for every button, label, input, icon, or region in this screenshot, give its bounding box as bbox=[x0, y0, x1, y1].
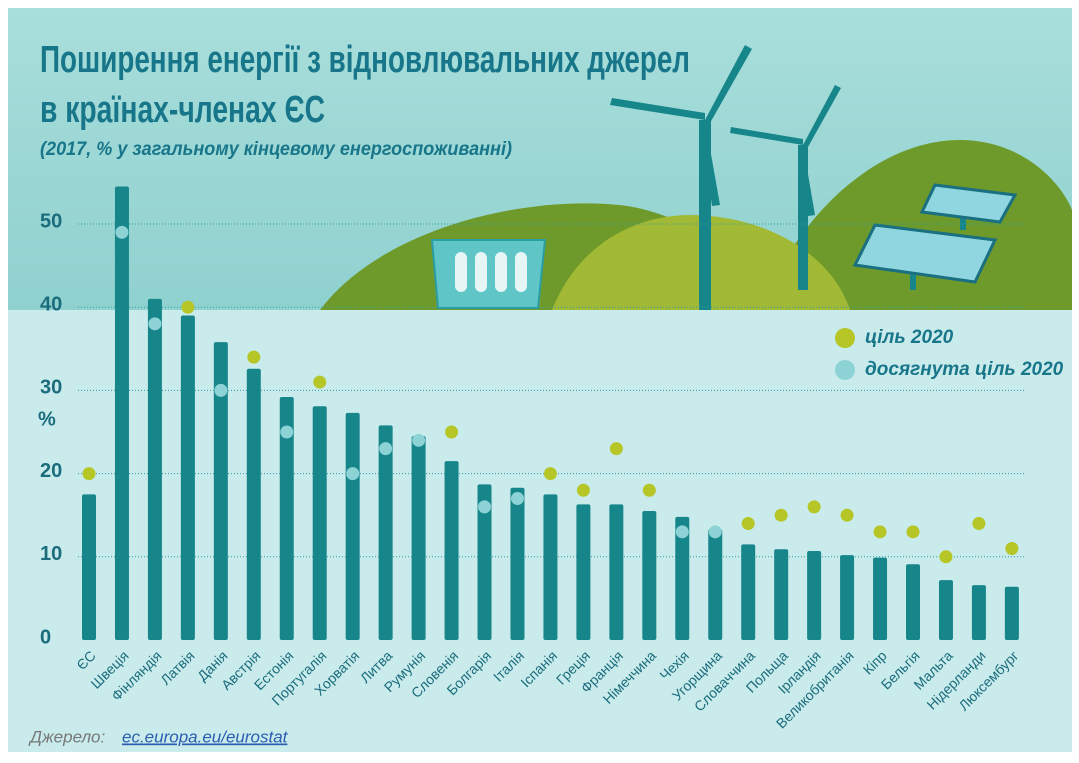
target-dot bbox=[775, 509, 788, 522]
target-dot bbox=[83, 467, 96, 480]
target-dot bbox=[808, 500, 821, 513]
bar bbox=[741, 544, 755, 640]
target-dot bbox=[346, 467, 359, 480]
target-dot bbox=[939, 550, 952, 563]
bar bbox=[148, 299, 162, 640]
target-dot bbox=[577, 484, 590, 497]
chart-subtitle: (2017, % у загальному кінцевому енергосп… bbox=[40, 139, 512, 160]
bar bbox=[181, 316, 195, 640]
bar bbox=[510, 488, 524, 640]
target-dot bbox=[709, 525, 722, 538]
target-dot bbox=[478, 500, 491, 513]
target-dot bbox=[676, 525, 689, 538]
y-tick-label: 20 bbox=[40, 460, 62, 482]
target-dot bbox=[280, 426, 293, 439]
bar bbox=[939, 580, 953, 640]
chart-title: Поширення енергії з відновлювальних джер… bbox=[40, 39, 690, 81]
bar bbox=[247, 369, 261, 640]
target-dot bbox=[610, 442, 623, 455]
bar bbox=[609, 504, 623, 640]
chart: Поширення енергії з відновлювальних джер… bbox=[0, 0, 1079, 758]
source-link[interactable]: ec.europa.eu/eurostat bbox=[122, 727, 289, 746]
bar bbox=[412, 436, 426, 640]
chart-title: в країнах-членах ЄС bbox=[40, 89, 325, 131]
legend-label: досягнута ціль 2020 bbox=[865, 359, 1064, 380]
target-dot bbox=[148, 317, 161, 330]
target-dot bbox=[181, 301, 194, 314]
bar bbox=[972, 585, 986, 640]
target-dot bbox=[907, 525, 920, 538]
legend-marker bbox=[835, 360, 855, 380]
target-dot bbox=[544, 467, 557, 480]
bar bbox=[906, 564, 920, 640]
bar bbox=[445, 461, 459, 640]
bar bbox=[1005, 587, 1019, 640]
bar bbox=[807, 551, 821, 640]
target-dot bbox=[874, 525, 887, 538]
target-dot bbox=[247, 351, 260, 364]
bar bbox=[543, 494, 557, 640]
source-label: Джерело: bbox=[28, 727, 106, 746]
target-dot bbox=[742, 517, 755, 530]
bar bbox=[379, 425, 393, 640]
bar bbox=[873, 558, 887, 640]
target-dot bbox=[214, 384, 227, 397]
y-tick-label: 30 bbox=[40, 377, 62, 399]
target-dot bbox=[1005, 542, 1018, 555]
target-dot bbox=[313, 376, 326, 389]
target-dot bbox=[379, 442, 392, 455]
bar bbox=[313, 406, 327, 640]
y-tick-label: 0 bbox=[40, 626, 51, 648]
y-tick-label: 40 bbox=[40, 293, 62, 315]
legend-marker bbox=[835, 328, 855, 348]
target-dot bbox=[445, 426, 458, 439]
y-tick-label: 50 bbox=[40, 210, 62, 232]
bar bbox=[576, 504, 590, 640]
bar bbox=[840, 555, 854, 640]
target-dot bbox=[643, 484, 656, 497]
bar bbox=[115, 187, 129, 640]
target-dot bbox=[115, 226, 128, 239]
target-dot bbox=[511, 492, 524, 505]
y-axis-label: % bbox=[38, 408, 56, 430]
target-dot bbox=[412, 434, 425, 447]
target-dot bbox=[972, 517, 985, 530]
bar bbox=[708, 529, 722, 640]
y-tick-label: 10 bbox=[40, 543, 62, 565]
legend-label: ціль 2020 bbox=[865, 327, 954, 348]
bar bbox=[642, 511, 656, 640]
target-dot bbox=[841, 509, 854, 522]
bar bbox=[346, 413, 360, 640]
bar bbox=[774, 549, 788, 640]
bar bbox=[82, 494, 96, 640]
